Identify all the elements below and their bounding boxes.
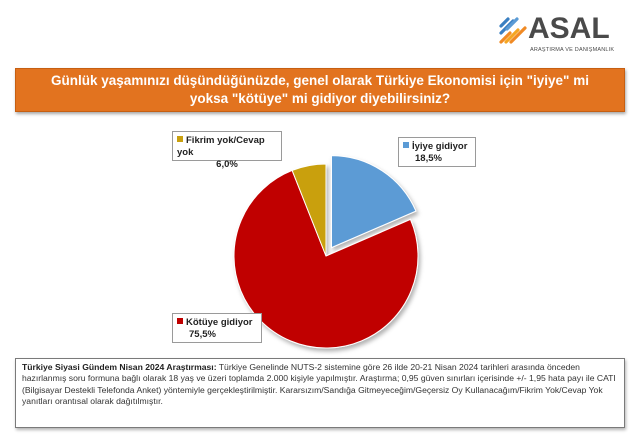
pie-slice-kotuye-gidiyor [233, 169, 419, 349]
legend-swatch-fikrim-yok [177, 136, 183, 142]
logo-subtitle: ARAŞTIRMA VE DANIŞMANLIK [530, 47, 615, 53]
question-title: Günlük yaşamınızı düşündüğünüzde, genel … [15, 68, 625, 112]
asal-logo: ASAL ARAŞTIRMA VE DANIŞMANLIK [498, 12, 628, 54]
callout-kotuye-gidiyor-label: Kötüye gidiyor [186, 317, 253, 328]
callout-iyiye-gidiyor-value: 18,5% [415, 153, 442, 164]
methodology-heading: Türkiye Siyasi Gündem Nisan 2024 Araştır… [22, 362, 217, 372]
callout-kotuye-gidiyor: Kötüye gidiyor 75,5% [172, 313, 262, 343]
legend-swatch-iyiye-gidiyor [403, 142, 409, 148]
legend-swatch-kotuye-gidiyor [177, 318, 183, 324]
callout-fikrim-yok: Fikrim yok/Cevap yok 6,0% [172, 131, 282, 170]
pie-slice-iyiye-gidiyor [330, 155, 417, 249]
callout-fikrim-yok-value: 6,0% [216, 159, 238, 170]
callout-iyiye-gidiyor-label: İyiye gidiyor [412, 141, 468, 152]
methodology-note: Türkiye Siyasi Gündem Nisan 2024 Araştır… [15, 358, 625, 428]
callout-fikrim-yok-label: Fikrim yok/Cevap yok [177, 135, 265, 158]
callout-kotuye-gidiyor-value: 75,5% [189, 329, 216, 340]
pie-slice-fikrim-yok [291, 163, 327, 257]
question-title-text: Günlük yaşamınızı düşündüğünüzde, genel … [51, 73, 589, 106]
logo-name: ASAL [528, 12, 610, 45]
asal-logo-mark-icon [499, 17, 527, 44]
callout-iyiye-gidiyor: İyiye gidiyor 18,5% [398, 137, 476, 167]
methodology-text: Türkiye Genelinde NUTS-2 sistemine göre … [22, 362, 616, 407]
